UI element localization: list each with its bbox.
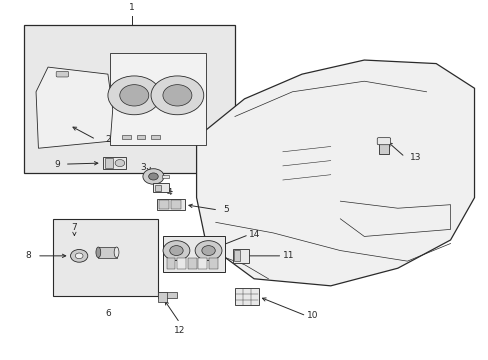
Bar [158, 292, 166, 302]
Polygon shape [36, 67, 112, 148]
Bar [162, 175, 169, 178]
Bar [98, 247, 116, 258]
Circle shape [151, 76, 203, 115]
FancyBboxPatch shape [376, 138, 390, 145]
Text: 12: 12 [174, 327, 185, 336]
Bar [234, 250, 240, 261]
Bar [198, 258, 207, 269]
Circle shape [169, 246, 183, 256]
Circle shape [120, 85, 148, 106]
Bar [166, 258, 175, 269]
Text: 10: 10 [306, 311, 318, 320]
Ellipse shape [114, 247, 119, 258]
Text: 1: 1 [129, 3, 135, 12]
Bar [122, 135, 131, 139]
FancyBboxPatch shape [110, 53, 206, 145]
Bar [103, 157, 126, 170]
Bar [104, 158, 113, 168]
Bar [159, 201, 169, 209]
Bar [153, 183, 168, 192]
Bar [170, 201, 181, 209]
Bar [163, 237, 225, 272]
Text: 2: 2 [105, 135, 111, 144]
Bar [24, 25, 234, 173]
Circle shape [108, 76, 160, 115]
Bar [177, 258, 185, 269]
Bar [137, 135, 145, 139]
Text: 13: 13 [409, 153, 421, 162]
Text: 6: 6 [105, 309, 111, 318]
Text: 9: 9 [54, 159, 60, 168]
Bar [158, 292, 177, 298]
Bar [234, 288, 258, 305]
Bar [187, 258, 196, 269]
Bar [232, 249, 248, 263]
Bar [151, 135, 160, 139]
Text: 4: 4 [166, 188, 172, 197]
Circle shape [195, 241, 222, 260]
Circle shape [142, 169, 163, 184]
Circle shape [202, 246, 215, 256]
Text: 5: 5 [223, 206, 228, 215]
Bar [53, 219, 158, 296]
Bar [157, 199, 184, 210]
Text: 11: 11 [282, 251, 294, 260]
Bar [378, 142, 388, 154]
Circle shape [148, 173, 158, 180]
Circle shape [70, 249, 88, 262]
Ellipse shape [96, 247, 101, 258]
Text: 3: 3 [140, 163, 146, 172]
Bar [208, 258, 217, 269]
Polygon shape [196, 60, 473, 286]
FancyBboxPatch shape [56, 71, 68, 77]
Circle shape [163, 85, 191, 106]
Text: 14: 14 [249, 230, 260, 239]
Circle shape [75, 253, 83, 259]
Circle shape [163, 241, 189, 260]
Text: 8: 8 [25, 251, 31, 260]
Bar [155, 185, 161, 191]
Circle shape [115, 159, 124, 167]
Text: 7: 7 [71, 223, 77, 232]
